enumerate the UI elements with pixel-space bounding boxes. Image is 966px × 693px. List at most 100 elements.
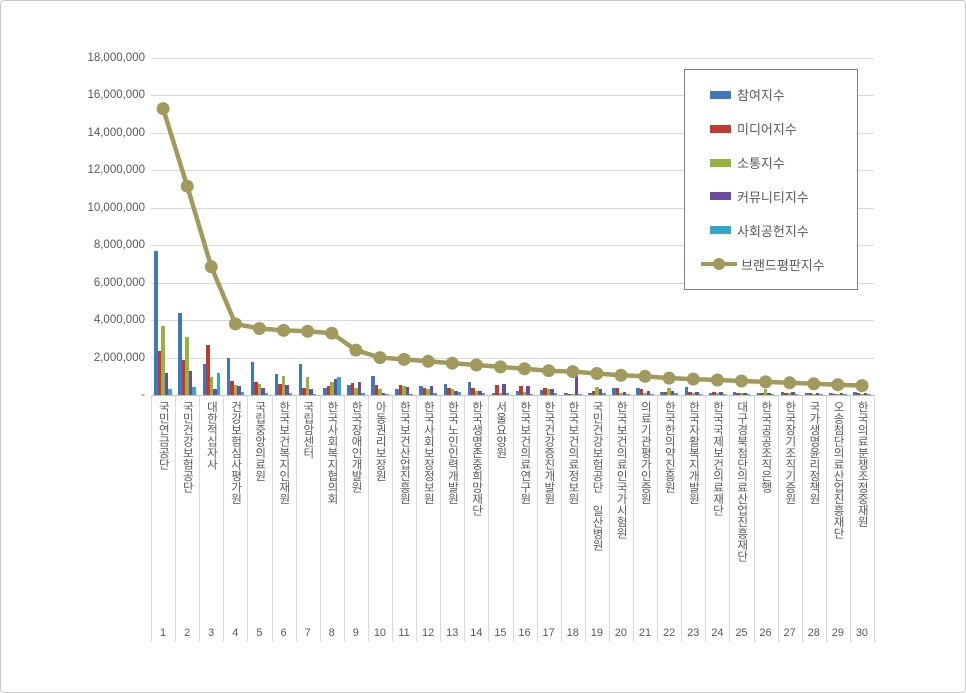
rank-label: 20 (614, 627, 628, 639)
legend-swatch-icon (710, 192, 731, 201)
legend-swatch-icon (710, 158, 731, 167)
bar-커뮤니티지수 (237, 385, 241, 395)
x-axis-category-label: 한국자활복지개발원 (681, 401, 705, 629)
category-name-text: 한국장애인개발원 (350, 401, 363, 493)
bar-미디어지수 (808, 393, 812, 395)
bar-미디어지수 (254, 381, 258, 395)
brand-index-marker (494, 360, 507, 374)
bar-사회공헌지수 (770, 394, 775, 395)
category-name-text: 서울요양원 (494, 401, 507, 459)
legend-label: 참여지수 (737, 88, 785, 104)
bar-소통지수 (595, 386, 599, 395)
bar-미디어지수 (422, 388, 427, 395)
category-separator (874, 395, 875, 642)
bar-사회공헌지수 (843, 394, 847, 395)
brand-index-marker (252, 322, 266, 335)
bar-참여지수 (419, 385, 423, 395)
category-separator (319, 395, 321, 642)
category-separator (705, 395, 707, 642)
category-separator (536, 395, 538, 642)
bar-커뮤니티지수 (478, 391, 482, 395)
x-axis-category-label: 한국한의약진흥원 (657, 401, 681, 629)
bar-소통지수 (498, 393, 503, 395)
bar-사회공헌지수 (650, 394, 654, 395)
rank-label: 22 (663, 627, 676, 639)
legend-swatch-icon (710, 226, 731, 235)
bar-미디어지수 (519, 385, 523, 395)
legend-line-dot-icon (713, 258, 725, 271)
y-axis-tick-label: 6,000,000 (93, 276, 145, 289)
category-separator (512, 395, 514, 642)
rank-label: 1 (159, 627, 167, 639)
rank-label: 19 (590, 627, 603, 639)
bar-미디어지수 (326, 385, 330, 395)
x-axis-category-label: 국가생명윤리정책원 (802, 401, 826, 629)
brand-index-marker (349, 343, 363, 357)
bar-소통지수 (667, 388, 671, 395)
brand-index-marker (156, 102, 170, 116)
bar-참여지수 (515, 391, 520, 395)
brand-index-marker (325, 326, 339, 340)
bar-미디어지수 (615, 387, 620, 395)
bar-커뮤니티지수 (454, 391, 458, 395)
bar-참여지수 (732, 392, 737, 395)
category-name-text: 한국보건의료인국가시험원 (615, 401, 628, 539)
bar-참여지수 (323, 388, 327, 395)
bar-사회공헌지수 (867, 394, 871, 395)
brand-index-marker (638, 369, 652, 383)
category-separator (271, 395, 273, 642)
x-axis-category-label: 한국공공조직은행 (754, 401, 778, 629)
legend-item-소통지수: 소통지수 (685, 153, 857, 172)
y-axis-zero-label: - (141, 389, 145, 401)
brand-index-marker (518, 362, 531, 376)
bar-사회공헌지수 (674, 393, 678, 395)
bar-소통지수 (619, 393, 623, 395)
y-axis-tick-label: 14,000,000 (87, 126, 145, 139)
legend-label: 소통지수 (737, 156, 785, 172)
gridline (151, 95, 874, 97)
bar-참여지수 (154, 250, 158, 395)
bar-사회공헌지수 (337, 377, 341, 395)
bar-사회공헌지수 (312, 394, 317, 395)
brand-index-marker (397, 352, 411, 366)
category-separator (633, 395, 634, 642)
bar-사회공헌지수 (409, 394, 413, 395)
bar-사회공헌지수 (553, 393, 558, 395)
brand-index-marker (614, 368, 628, 382)
category-separator (151, 395, 152, 642)
category-separator (777, 395, 779, 642)
category-separator (849, 395, 851, 642)
bar-미디어지수 (688, 392, 692, 395)
bar-커뮤니티지수 (791, 392, 795, 395)
bar-커뮤니티지수 (261, 387, 265, 395)
bar-사회공헌지수 (794, 394, 799, 395)
x-axis-category-label: 국민건강보험공단 일산병원 (585, 401, 609, 629)
brand-index-marker (807, 377, 821, 391)
bar-소통지수 (522, 392, 527, 395)
rank-label: 6 (280, 627, 287, 639)
category-separator (584, 395, 586, 642)
category-name-text: 한국보건산업진흥원 (398, 401, 411, 505)
legend-line-marker-icon (701, 258, 737, 271)
bar-사회공헌지수 (698, 394, 702, 395)
category-name-text: 대구경북첨단의료산업진흥재단 (735, 401, 748, 562)
brand-index-marker (662, 371, 676, 385)
bar-소통지수 (233, 384, 238, 395)
category-separator (608, 395, 610, 642)
brand-index-marker (445, 356, 459, 370)
category-name-text: 한국공공조직은행 (759, 401, 772, 493)
bar-미디어지수 (471, 388, 475, 395)
bar-참여지수 (756, 393, 761, 395)
brand-index-marker (277, 323, 291, 337)
bar-참여지수 (467, 381, 472, 395)
rank-label: 13 (446, 627, 459, 639)
legend-item-참여지수: 참여지수 (685, 85, 857, 104)
bar-커뮤니티지수 (309, 389, 313, 395)
bar-미디어지수 (495, 384, 499, 395)
legend: 참여지수 미디어지수 소통지수 커뮤니티지수 사회공헌지수 브랜드평판지수 (684, 69, 858, 290)
bar-참여지수 (660, 392, 664, 395)
x-axis-category-label: 대구경북첨단의료산업진흥재단 (729, 401, 753, 629)
bar-미디어지수 (398, 384, 403, 395)
rank-label: 12 (422, 627, 435, 639)
bar-참여지수 (395, 389, 399, 395)
